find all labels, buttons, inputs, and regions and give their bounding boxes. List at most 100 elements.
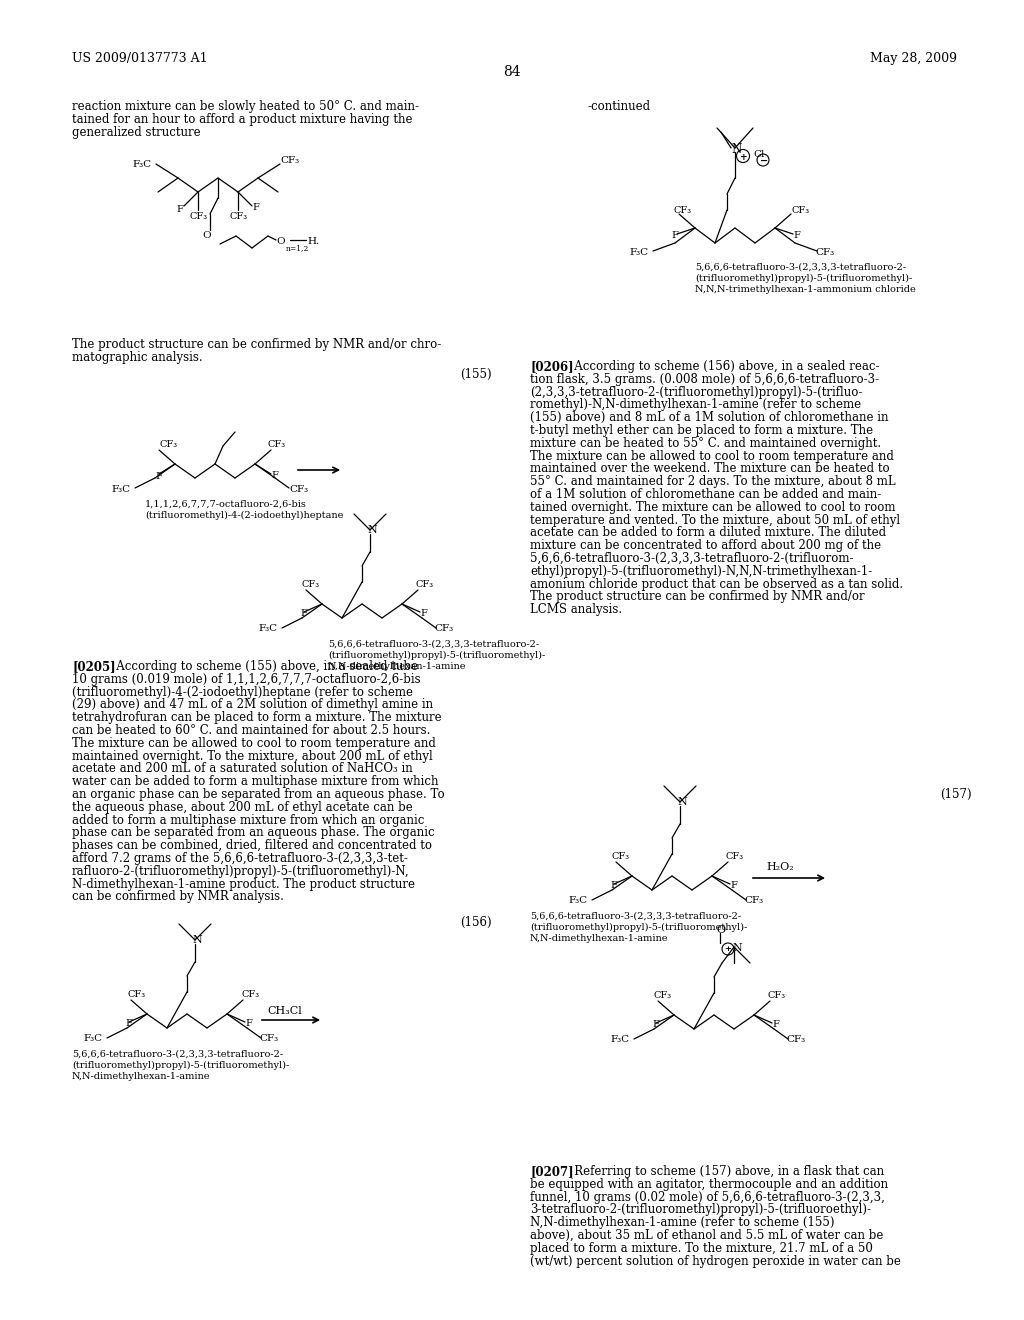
Text: [0207]: [0207] [530,1166,573,1177]
Text: CF₃: CF₃ [815,248,835,257]
Text: be equipped with an agitator, thermocouple and an addition: be equipped with an agitator, thermocoup… [530,1177,888,1191]
Text: Referring to scheme (157) above, in a flask that can: Referring to scheme (157) above, in a fl… [563,1166,884,1177]
Text: F: F [793,231,800,240]
Text: (29) above) and 47 mL of a 2M solution of dimethyl amine in: (29) above) and 47 mL of a 2M solution o… [72,698,433,711]
Text: F: F [155,473,162,480]
Text: The mixture can be allowed to cool to room temperature and: The mixture can be allowed to cool to ro… [72,737,436,750]
Text: +: + [740,153,748,162]
Text: (trifluoromethyl)propyl)-5-(trifluoromethyl)-: (trifluoromethyl)propyl)-5-(trifluoromet… [695,275,912,282]
Text: N: N [193,935,202,945]
Text: phase can be separated from an aqueous phase. The organic: phase can be separated from an aqueous p… [72,826,434,840]
Text: F₃C: F₃C [568,896,587,906]
Text: The product structure can be confirmed by NMR and/or: The product structure can be confirmed b… [530,590,864,603]
Text: F: F [125,1019,132,1028]
Text: N-dimethylhexan-1-amine product. The product structure: N-dimethylhexan-1-amine product. The pro… [72,878,415,891]
Text: CF₃: CF₃ [791,206,809,215]
Text: (trifluoromethyl)propyl)-5-(trifluoromethyl)-: (trifluoromethyl)propyl)-5-(trifluoromet… [72,1061,289,1071]
Text: May 28, 2009: May 28, 2009 [870,51,957,65]
Text: (wt/wt) percent solution of hydrogen peroxide in water can be: (wt/wt) percent solution of hydrogen per… [530,1254,901,1267]
Text: rafluoro-2-(trifluoromethyl)propyl)-5-(trifluoromethyl)-N,: rafluoro-2-(trifluoromethyl)propyl)-5-(t… [72,865,410,878]
Text: F: F [300,609,307,618]
Text: 1,1,1,2,6,7,7,7-octafluoro-2,6-bis: 1,1,1,2,6,7,7,7-octafluoro-2,6-bis [145,500,307,510]
Text: [0205]: [0205] [72,660,116,673]
Text: O: O [202,231,211,240]
Text: CF₃: CF₃ [280,156,299,165]
Text: 55° C. and maintained for 2 days. To the mixture, about 8 mL: 55° C. and maintained for 2 days. To the… [530,475,896,488]
Text: F: F [252,203,259,213]
Text: CF₃: CF₃ [786,1035,805,1044]
Text: tained for an hour to afford a product mixture having the: tained for an hour to afford a product m… [72,112,413,125]
Text: (155) above) and 8 mL of a 1M solution of chloromethane in: (155) above) and 8 mL of a 1M solution o… [530,412,889,424]
Text: F: F [730,880,737,890]
Text: tion flask, 3.5 grams. (0.008 mole) of 5,6,6,6-tetrafluoro-3-: tion flask, 3.5 grams. (0.008 mole) of 5… [530,372,880,385]
Text: CF₃: CF₃ [289,484,308,494]
Text: According to scheme (156) above, in a sealed reac-: According to scheme (156) above, in a se… [563,360,880,374]
Text: 3-tetrafluoro-2-(trifluoromethyl)propyl)-5-(trifluoroethyl)-: 3-tetrafluoro-2-(trifluoromethyl)propyl)… [530,1204,871,1217]
Text: (155): (155) [460,368,492,381]
Text: F: F [420,609,427,618]
Text: 84: 84 [503,65,521,79]
Text: (2,3,3,3-tetrafluoro-2-(trifluoromethyl)propyl)-5-(trifluo-: (2,3,3,3-tetrafluoro-2-(trifluoromethyl)… [530,385,862,399]
Text: can be heated to 60° C. and maintained for about 2.5 hours.: can be heated to 60° C. and maintained f… [72,723,430,737]
Text: mixture can be heated to 55° C. and maintained overnight.: mixture can be heated to 55° C. and main… [530,437,881,450]
Text: N,N-dimethylhexan-1-amine: N,N-dimethylhexan-1-amine [72,1072,211,1081]
Text: F₃C: F₃C [111,484,130,494]
Text: H.: H. [307,238,319,246]
Text: the aqueous phase, about 200 mL of ethyl acetate can be: the aqueous phase, about 200 mL of ethyl… [72,801,413,814]
Text: placed to form a mixture. To the mixture, 21.7 mL of a 50: placed to form a mixture. To the mixture… [530,1242,872,1255]
Text: N: N [731,143,741,156]
Text: H₂O₂: H₂O₂ [766,862,794,873]
Text: N: N [677,797,687,807]
Text: 5,6,6,6-tetrafluoro-3-(2,3,3,3-tetrafluoro-2-(trifluorom-: 5,6,6,6-tetrafluoro-3-(2,3,3,3-tetrafluo… [530,552,853,565]
Text: Cl: Cl [753,150,764,158]
Text: CF₃: CF₃ [259,1034,279,1043]
Text: +: + [724,945,731,953]
Text: F₃C: F₃C [610,1035,629,1044]
Text: tetrahydrofuran can be placed to form a mixture. The mixture: tetrahydrofuran can be placed to form a … [72,711,441,725]
Text: F₃C: F₃C [83,1034,102,1043]
Text: CF₃: CF₃ [159,440,177,449]
Text: CF₃: CF₃ [267,440,285,449]
Text: F₃C: F₃C [629,248,648,257]
Text: (trifluoromethyl)-4-(2-iodoethyl)heptane (refer to scheme: (trifluoromethyl)-4-(2-iodoethyl)heptane… [72,685,413,698]
Text: F: F [671,231,678,240]
Text: The mixture can be allowed to cool to room temperature and: The mixture can be allowed to cool to ro… [530,450,894,462]
Text: 5,6,6,6-tetrafluoro-3-(2,3,3,3-tetrafluoro-2-: 5,6,6,6-tetrafluoro-3-(2,3,3,3-tetrafluo… [695,263,906,272]
Text: romethyl)-N,N-dimethylhexan-1-amine (refer to scheme: romethyl)-N,N-dimethylhexan-1-amine (ref… [530,399,861,412]
Text: (trifluoromethyl)propyl)-5-(trifluoromethyl)-: (trifluoromethyl)propyl)-5-(trifluoromet… [530,923,748,932]
Text: (156): (156) [460,916,492,929]
Text: matographic analysis.: matographic analysis. [72,351,203,364]
Text: N,N-dimethylhexan-1-amine: N,N-dimethylhexan-1-amine [530,935,669,942]
Text: N,N-dimethylhexan-1-amine: N,N-dimethylhexan-1-amine [328,663,467,671]
Text: US 2009/0137773 A1: US 2009/0137773 A1 [72,51,208,65]
Text: temperature and vented. To the mixture, about 50 mL of ethyl: temperature and vented. To the mixture, … [530,513,900,527]
Text: N,N-dimethylhexan-1-amine (refer to scheme (155): N,N-dimethylhexan-1-amine (refer to sche… [530,1216,835,1229]
Text: CF₃: CF₃ [416,579,434,589]
Text: maintained overnight. To the mixture, about 200 mL of ethyl: maintained overnight. To the mixture, ab… [72,750,433,763]
Text: CF₃: CF₃ [726,851,744,861]
Text: can be confirmed by NMR analysis.: can be confirmed by NMR analysis. [72,891,284,903]
Text: 10 grams (0.019 mole) of 1,1,1,2,6,7,7,7-octafluoro-2,6-bis: 10 grams (0.019 mole) of 1,1,1,2,6,7,7,7… [72,673,421,686]
Text: N: N [367,525,377,535]
Text: funnel, 10 grams (0.02 mole) of 5,6,6,6-tetrafluoro-3-(2,3,3,: funnel, 10 grams (0.02 mole) of 5,6,6,6-… [530,1191,885,1204]
Text: water can be added to form a multiphase mixture from which: water can be added to form a multiphase … [72,775,438,788]
Text: (157): (157) [940,788,972,801]
Text: −: − [760,157,768,166]
Text: CF₃: CF₃ [744,896,763,906]
Text: CH₃Cl: CH₃Cl [267,1006,302,1016]
Text: F: F [176,205,183,214]
Text: n=1,2: n=1,2 [286,244,309,252]
Text: CF₃: CF₃ [127,990,145,999]
Text: above), about 35 mL of ethanol and 5.5 mL of water can be: above), about 35 mL of ethanol and 5.5 m… [530,1229,884,1242]
Text: CF₃: CF₃ [230,213,248,220]
Text: F₃C: F₃C [258,624,278,634]
Text: O: O [716,925,725,935]
Text: CF₃: CF₃ [434,624,454,634]
Text: afford 7.2 grams of the 5,6,6,6-tetrafluoro-3-(2,3,3,3-tet-: afford 7.2 grams of the 5,6,6,6-tetraflu… [72,851,408,865]
Text: The product structure can be confirmed by NMR and/or chro-: The product structure can be confirmed b… [72,338,441,351]
Text: acetate can be added to form a diluted mixture. The diluted: acetate can be added to form a diluted m… [530,527,886,540]
Text: CF₃: CF₃ [302,579,321,589]
Text: tained overnight. The mixture can be allowed to cool to room: tained overnight. The mixture can be all… [530,500,896,513]
Text: CF₃: CF₃ [673,206,691,215]
Text: CF₃: CF₃ [612,851,630,861]
